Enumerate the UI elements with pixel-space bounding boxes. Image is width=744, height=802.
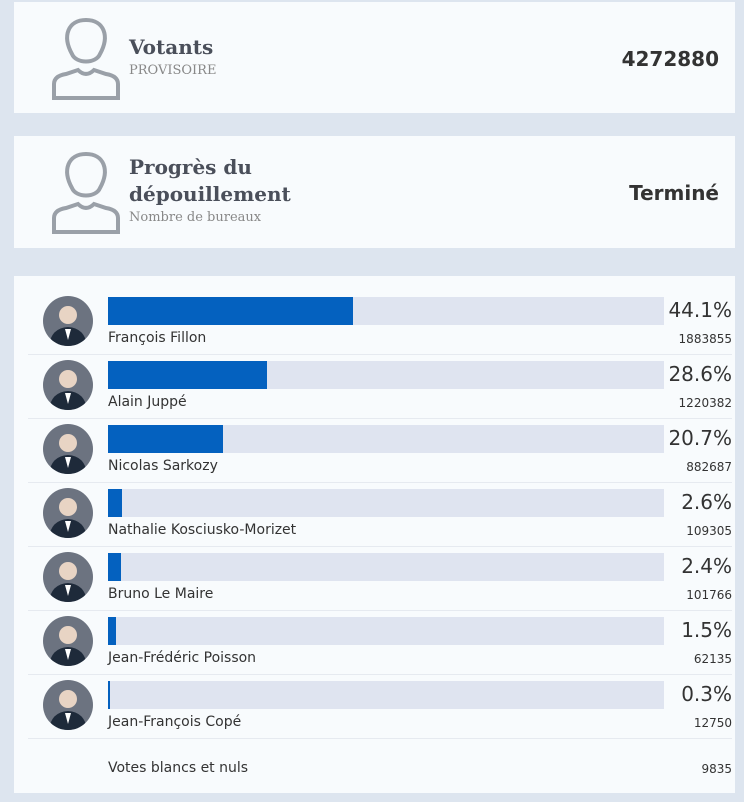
candidate-row: 1.5% Jean-Frédéric Poisson 62135 <box>28 610 732 675</box>
turnout-subtitle: PROVISOIRE <box>129 63 217 78</box>
candidate-name: Jean-Frédéric Poisson <box>108 650 257 666</box>
candidate-row: 28.6% Alain Juppé 1220382 <box>28 354 732 419</box>
percent-label: 1.5% <box>681 618 732 642</box>
candidate-photo <box>43 360 93 410</box>
percent-label: 0.3% <box>681 682 732 706</box>
candidate-photo <box>43 616 93 666</box>
candidate-name: Jean-François Copé <box>108 714 242 730</box>
candidate-name: Nathalie Kosciusko-Morizet <box>108 522 297 538</box>
bar <box>108 425 224 453</box>
bar <box>108 489 123 517</box>
silhouette <box>49 434 87 474</box>
vote-count: 1220382 <box>678 396 732 410</box>
candidate-photo <box>43 296 93 346</box>
progress-value: Terminé <box>629 181 719 205</box>
candidate-photo <box>43 424 93 474</box>
results-card: 44.1% François Fillon 1883855 28.6% Alain Ju… <box>14 276 735 793</box>
silhouette <box>49 562 87 602</box>
candidate-photo <box>43 488 93 538</box>
candidate-name: Nicolas Sarkozy <box>108 458 218 474</box>
candidate-name: Bruno Le Maire <box>108 586 214 602</box>
bar-track <box>108 489 664 517</box>
percent-label: 28.6% <box>668 362 732 386</box>
candidate-row: 44.1% François Fillon 1883855 <box>28 290 732 355</box>
bar <box>108 553 122 581</box>
bar <box>108 361 268 389</box>
blank-votes: 9835 <box>701 762 732 776</box>
bar-track <box>108 297 664 325</box>
bar-track <box>108 361 664 389</box>
progress-subtitle: Nombre de bureaux <box>129 210 262 225</box>
silhouette <box>49 690 87 730</box>
candidate-row: 0.3% Jean-François Copé 12750 <box>28 674 732 739</box>
turnout-card: Votants PROVISOIRE 4272880 <box>14 2 735 113</box>
vote-count: 882687 <box>686 460 732 474</box>
blank-row: Votes blancs et nuls 9835 <box>28 738 732 802</box>
bar-track <box>108 425 664 453</box>
silhouette <box>49 498 87 538</box>
bar-track <box>108 681 664 709</box>
silhouette <box>49 370 87 410</box>
progress-title: Progrès du dépouillement <box>129 155 291 206</box>
blank-label: Votes blancs et nuls <box>108 760 249 776</box>
percent-label: 2.4% <box>681 554 732 578</box>
silhouette <box>49 626 87 666</box>
vote-count: 1883855 <box>678 332 732 346</box>
person-icon <box>52 151 120 234</box>
progress-card: Progrès du dépouillement Nombre de burea… <box>14 136 735 248</box>
percent-label: 20.7% <box>668 426 732 450</box>
bar-track <box>108 617 664 645</box>
candidate-photo <box>43 680 93 730</box>
vote-count: 101766 <box>686 588 732 602</box>
candidate-photo <box>43 552 93 602</box>
candidate-row: 2.6% Nathalie Kosciusko-Morizet 109305 <box>28 482 732 547</box>
silhouette <box>49 306 87 346</box>
percent-label: 2.6% <box>681 490 732 514</box>
person-icon <box>52 17 120 100</box>
turnout-title: Votants <box>129 35 214 59</box>
vote-count: 109305 <box>686 524 732 538</box>
bar <box>108 681 110 709</box>
vote-count: 62135 <box>693 652 732 666</box>
candidate-name: François Fillon <box>108 330 207 346</box>
percent-label: 44.1% <box>668 298 732 322</box>
turnout-value: 4272880 <box>621 47 719 71</box>
candidate-row: 20.7% Nicolas Sarkozy 882687 <box>28 418 732 483</box>
candidate-row: 2.4% Bruno Le Maire 101766 <box>28 546 732 611</box>
bar <box>108 617 117 645</box>
bar-track <box>108 553 664 581</box>
bar <box>108 297 354 325</box>
vote-count: 12750 <box>693 716 732 730</box>
candidate-name: Alain Juppé <box>108 394 187 410</box>
